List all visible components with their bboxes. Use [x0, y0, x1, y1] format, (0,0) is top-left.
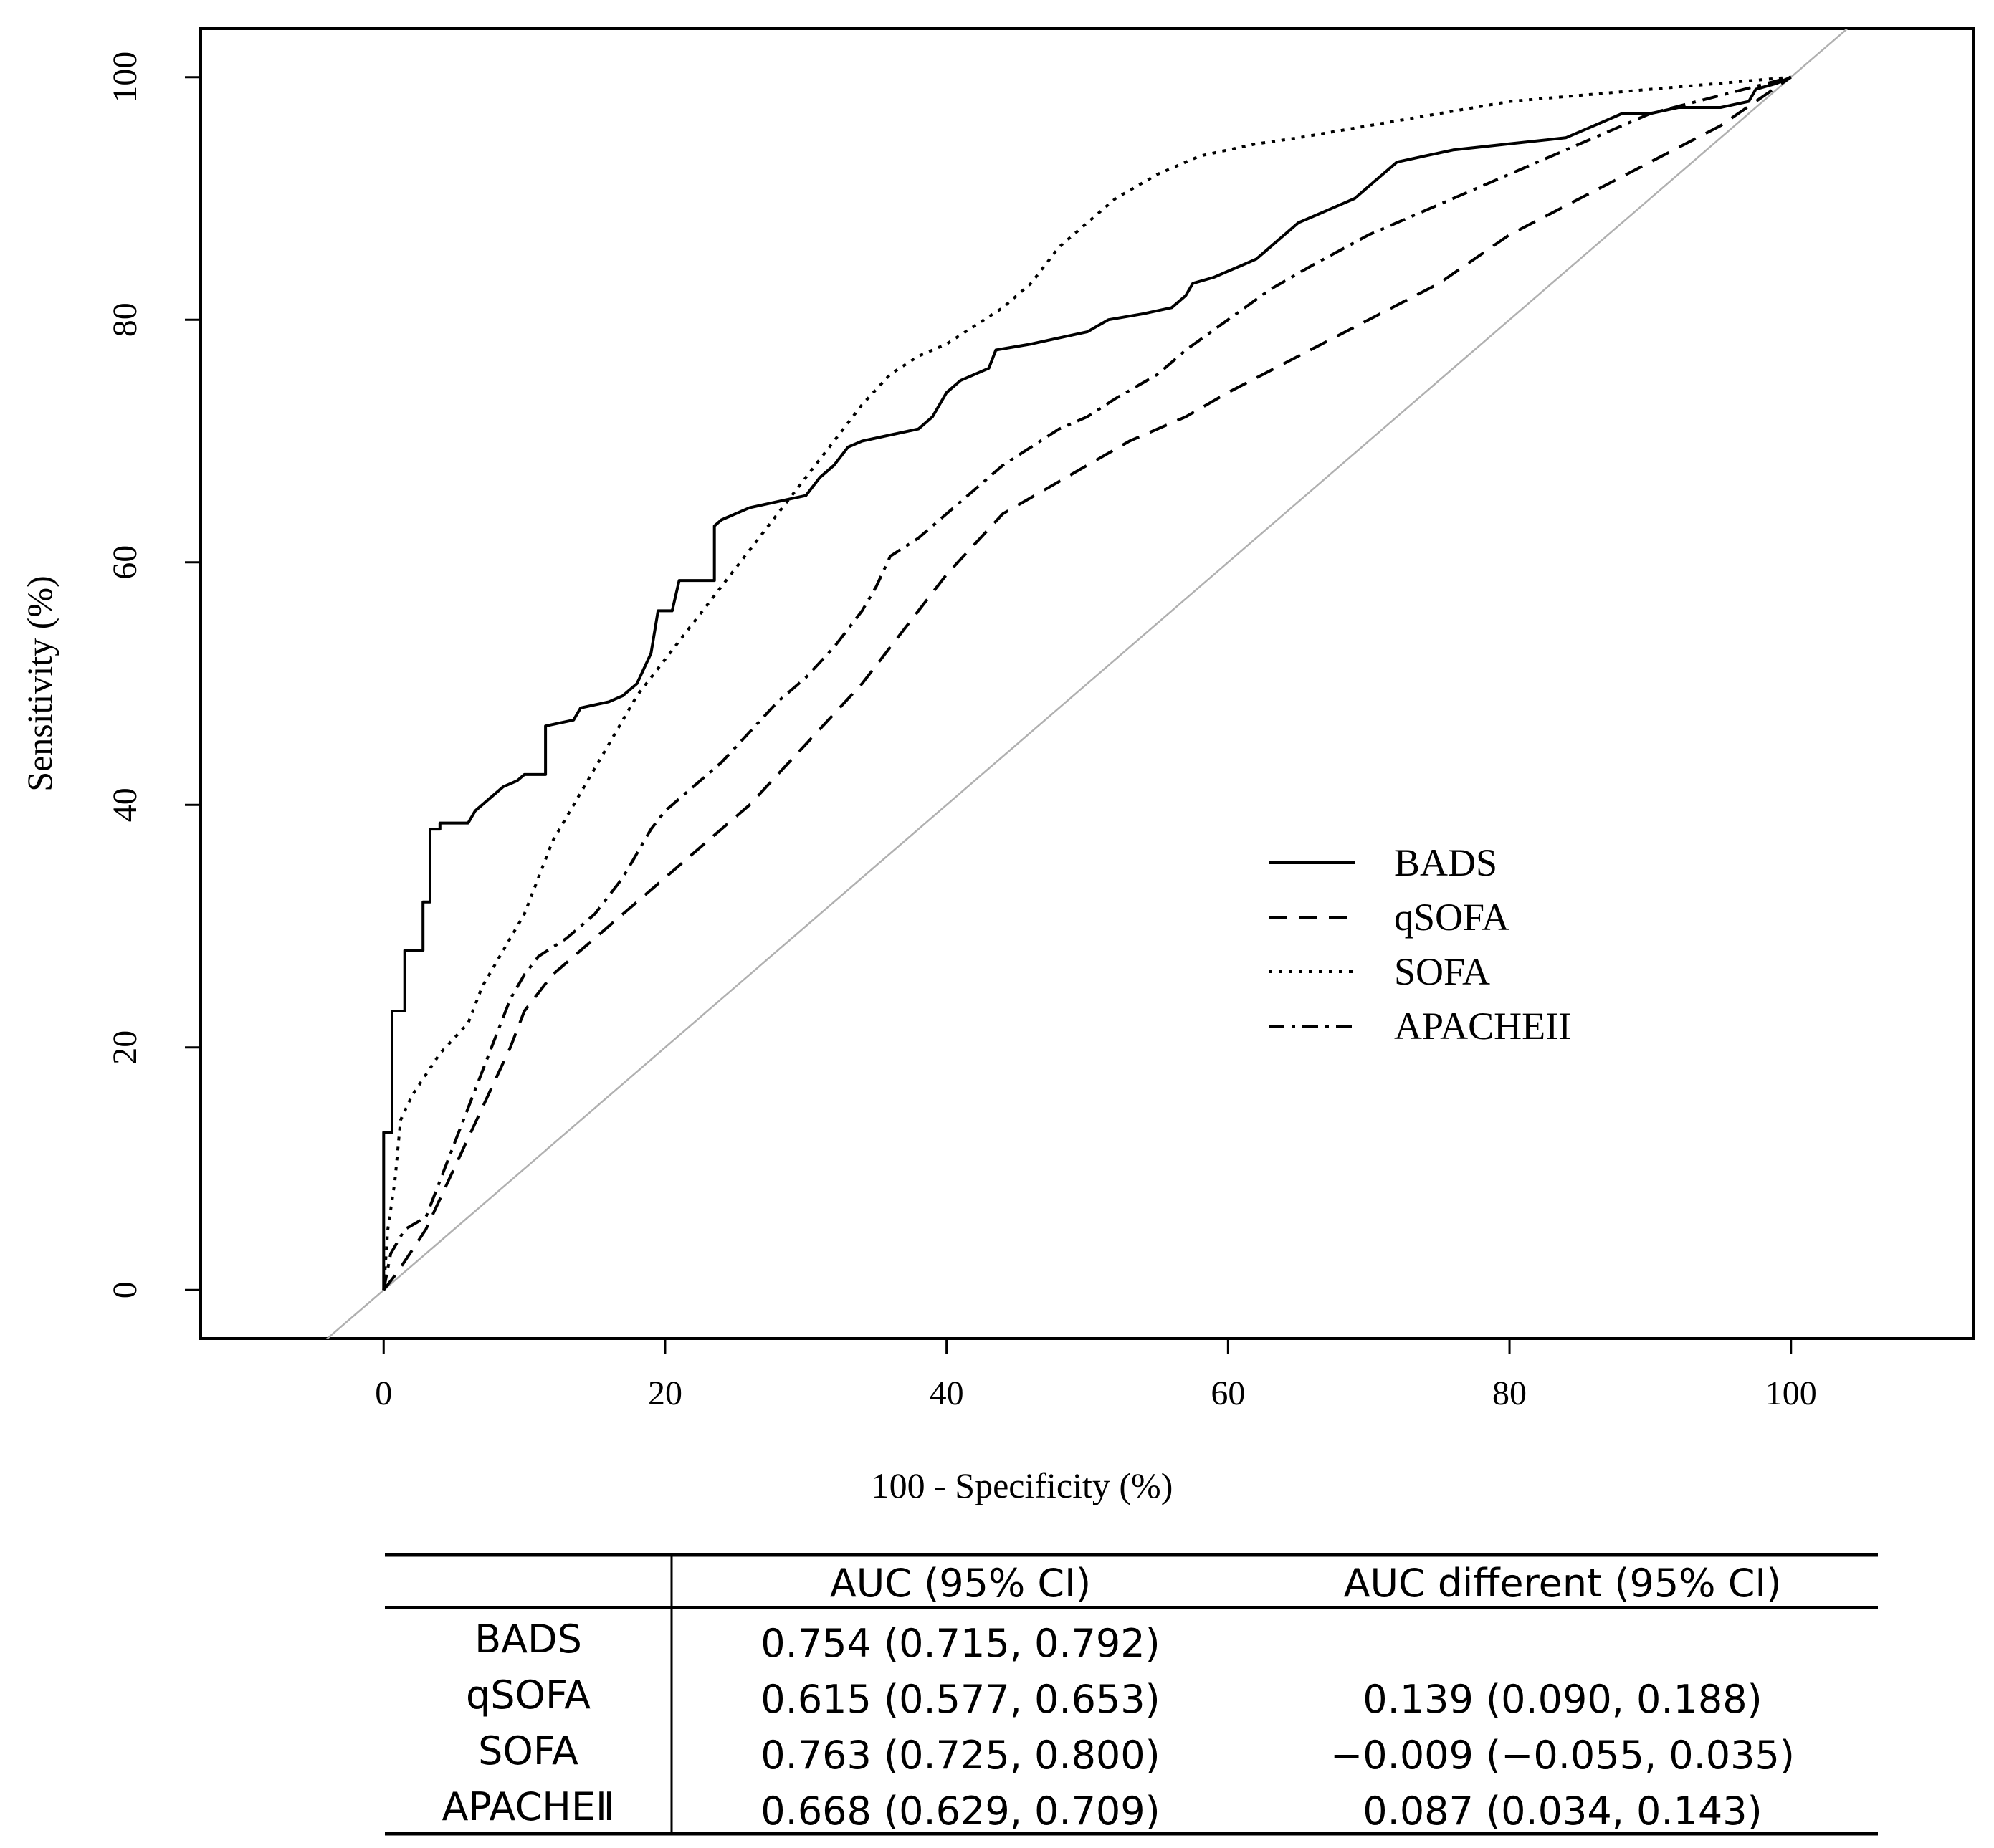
y-tick-label: 0: [106, 1281, 144, 1298]
legend-label-bads: BADS: [1394, 841, 1497, 884]
y-tick-label: 60: [106, 545, 144, 580]
y-axis-title: Sensitivity (%): [19, 575, 59, 791]
series-line-apacheii: [382, 75, 1792, 1291]
table-header-auc: AUC (95% CI): [830, 1561, 1091, 1606]
plot-frame: [199, 27, 1975, 1340]
y-tick-label: 100: [106, 52, 144, 103]
x-tick-label: 20: [648, 1374, 682, 1412]
series-line-qsofa: [382, 76, 1792, 1291]
series-line-bads: [382, 75, 1792, 1291]
table-cell-diff: 0.087 (0.034, 0.143): [1363, 1789, 1762, 1834]
legend: BADS qSOFA SOFA APACHEII: [1269, 841, 1571, 1048]
table-row-label: qSOFA: [466, 1672, 591, 1718]
legend-label-apacheii: APACHEII: [1394, 1005, 1571, 1048]
x-tick-label: 0: [375, 1374, 392, 1412]
table-row-label: APACHEⅡ: [442, 1784, 614, 1829]
auc-table: AUC (95% CI) AUC different (95% CI) BADS…: [385, 1553, 1878, 1836]
x-tick-label: 80: [1492, 1374, 1527, 1412]
x-axis-title: 100 - Specificity (%): [872, 1465, 1173, 1505]
table-cell-auc: 0.615 (0.577, 0.653): [760, 1677, 1160, 1722]
x-tick-label: 40: [930, 1374, 964, 1412]
legend-label-sofa: SOFA: [1394, 950, 1490, 993]
table-header-diff: AUC different (95% CI): [1344, 1561, 1782, 1606]
table-cell-auc: 0.754 (0.715, 0.792): [760, 1621, 1160, 1666]
x-tick-label: 100: [1765, 1374, 1817, 1412]
y-tick-label: 40: [106, 787, 144, 822]
legend-label-qsofa: qSOFA: [1394, 896, 1509, 939]
table-row-label: SOFA: [478, 1728, 578, 1773]
series-line-sofa: [382, 75, 1791, 1291]
y-tick-label: 20: [106, 1030, 144, 1065]
table-row-label: BADS: [474, 1617, 582, 1662]
table-cell-diff: 0.139 (0.090, 0.188): [1363, 1677, 1762, 1722]
x-tick-label: 60: [1211, 1374, 1245, 1412]
y-tick-label: 80: [106, 302, 144, 337]
table-cell-auc: 0.668 (0.629, 0.709): [760, 1789, 1160, 1834]
table-cell-auc: 0.763 (0.725, 0.800): [760, 1733, 1160, 1778]
table-cell-diff: −0.009 (−0.055, 0.035): [1330, 1733, 1795, 1778]
reference-diagonal: [325, 29, 1849, 1339]
